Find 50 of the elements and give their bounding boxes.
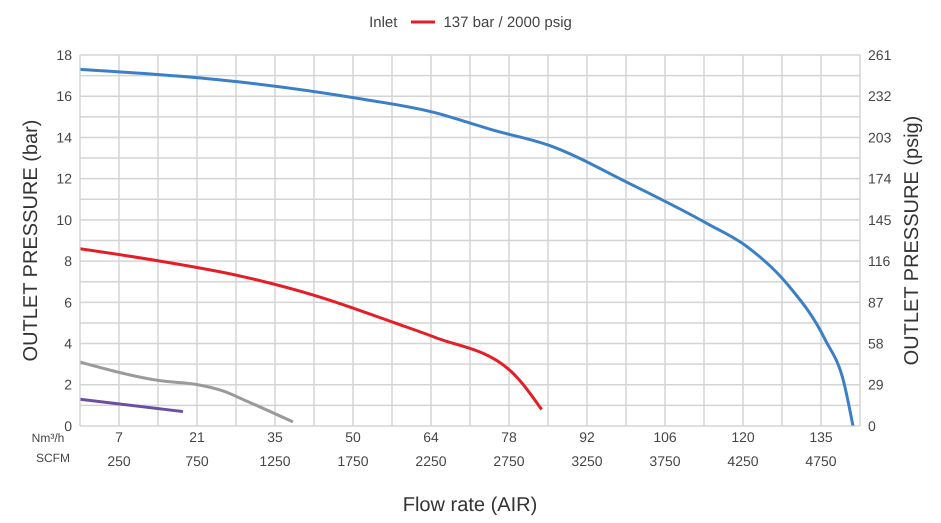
y2-axis-title: OUTLET PRESSURE (psig) xyxy=(901,116,924,366)
y2-tick-label: 174 xyxy=(868,170,892,187)
x-tick-label: 1250 xyxy=(259,452,291,469)
x2-tick-label: 135 xyxy=(809,429,833,445)
y-tick-label: 2 xyxy=(64,376,72,393)
line-series xyxy=(80,247,544,412)
line-series xyxy=(80,360,294,424)
y-tick-label: 8 xyxy=(64,253,72,270)
text: SCFM xyxy=(36,451,70,465)
y-axis-title: OUTLET PRESSURE (bar) xyxy=(20,120,42,362)
x-tick-label: 4250 xyxy=(727,452,759,469)
x-tick-label: 1750 xyxy=(337,452,369,469)
y2-tick-label: 87 xyxy=(868,294,884,310)
y2-tick-label: 145 xyxy=(868,212,892,228)
legend-title: Inlet xyxy=(369,14,398,30)
x2-tick-label: 78 xyxy=(501,429,517,445)
y2-tick-label: 232 xyxy=(868,88,892,104)
x2-axis-title: Nm³/h xyxy=(32,431,64,445)
y2-tick-label: 261 xyxy=(868,46,892,63)
y2-tick-label: 0 xyxy=(868,418,876,434)
x2-tick-label: 64 xyxy=(423,429,439,445)
y2-tick-label: 116 xyxy=(868,253,891,270)
x-tick-label: 2250 xyxy=(415,452,447,469)
x2-tick-label: 35 xyxy=(267,429,283,445)
x-axis-title: Flow rate (AIR) xyxy=(402,494,538,516)
x-tick-label: 4750 xyxy=(805,452,837,469)
x2-tick-label: 50 xyxy=(345,429,361,445)
x-tick-label: 3750 xyxy=(649,452,681,469)
x2-tick-label: 92 xyxy=(579,429,595,445)
legend-label: 137 bar / 2000 psig xyxy=(443,14,572,30)
x-tick-label: 250 xyxy=(107,452,131,469)
y-tick-label: 14 xyxy=(56,129,72,146)
y2-tick-label: 203 xyxy=(868,129,892,146)
line-series xyxy=(80,68,854,426)
y-tick-label: 6 xyxy=(64,294,72,310)
y-tick-label: 4 xyxy=(64,336,72,352)
y-tick-label: 10 xyxy=(56,212,72,228)
y-tick-label: 0 xyxy=(64,418,72,434)
x-tick-label: 3250 xyxy=(571,452,603,469)
y2-tick-label: 29 xyxy=(868,376,884,393)
x2-tick-label: 7 xyxy=(115,429,124,445)
y-tick-label: 18 xyxy=(56,46,72,63)
x-tick-label: 750 xyxy=(185,452,209,469)
x2-tick-label: 120 xyxy=(731,429,755,445)
y-tick-label: 12 xyxy=(56,170,72,187)
y2-tick-label: 58 xyxy=(868,336,884,352)
x-tick-label: 2750 xyxy=(493,452,525,469)
y-tick-label: 16 xyxy=(56,88,72,104)
x2-tick-label: 21 xyxy=(189,429,205,445)
x2-tick-label: 106 xyxy=(653,429,677,445)
